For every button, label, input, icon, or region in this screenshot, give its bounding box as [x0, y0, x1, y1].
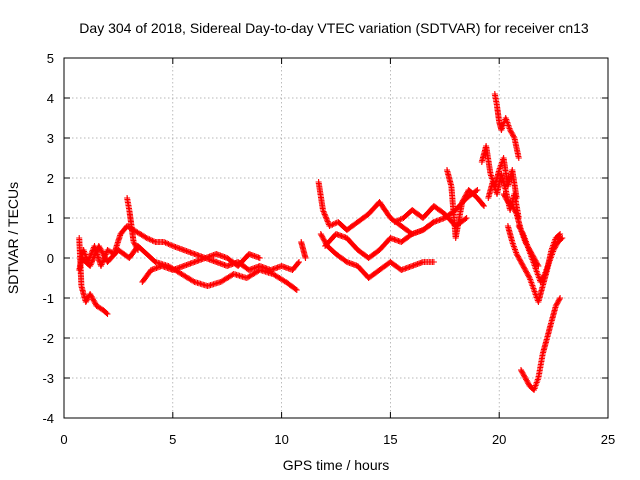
marker-trail — [124, 195, 141, 253]
y-tick-label: 1 — [47, 211, 54, 226]
y-tick-label: -4 — [42, 411, 54, 426]
marker-trail — [515, 223, 566, 285]
series-trace-h — [317, 231, 437, 281]
x-tick-label: 0 — [60, 432, 67, 447]
y-tick-label: -3 — [42, 371, 54, 386]
y-tick-label: -1 — [42, 291, 54, 306]
marker-trail — [317, 231, 437, 281]
marker-trail — [298, 239, 309, 261]
y-axis-label: SDTVAR / TECUs — [5, 182, 21, 294]
y-tick-label: -2 — [42, 331, 54, 346]
series-trace-n — [491, 91, 522, 161]
series-trace-e — [124, 195, 141, 253]
marker-trail — [76, 235, 111, 317]
y-tick-label: 5 — [47, 51, 54, 66]
chart-title: Day 304 of 2018, Sidereal Day-to-day VTE… — [79, 20, 589, 36]
series-trace-q — [515, 223, 566, 285]
series-trace-k — [444, 167, 487, 241]
y-tick-label: 3 — [47, 131, 54, 146]
series-trace-f — [298, 239, 309, 261]
series-trace-d — [139, 251, 263, 285]
axis-ticks — [63, 57, 609, 419]
marker-trail — [444, 167, 487, 241]
y-tick-labels: -4 -3 -2 -1 0 1 2 3 4 5 — [42, 51, 54, 426]
x-axis-label: GPS time / hours — [283, 457, 390, 473]
y-tick-label: 0 — [47, 251, 54, 266]
series-trace-g — [315, 179, 437, 237]
series-trace-b — [76, 235, 111, 317]
series-trace-r — [518, 295, 564, 393]
marker-trail — [315, 179, 437, 237]
x-tick-label: 25 — [601, 432, 615, 447]
x-tick-labels: 0 5 10 15 20 25 — [60, 432, 615, 447]
marker-trail — [139, 251, 263, 285]
plot-frame — [63, 57, 609, 419]
data-series — [76, 91, 566, 393]
y-tick-label: 4 — [47, 91, 54, 106]
marker-trail — [491, 91, 522, 161]
marker-trail — [485, 171, 522, 221]
x-tick-label: 20 — [492, 432, 506, 447]
marker-trail — [518, 295, 564, 393]
x-tick-label: 5 — [169, 432, 176, 447]
x-tick-label: 10 — [274, 432, 288, 447]
x-tick-label: 15 — [383, 432, 397, 447]
y-tick-label: 2 — [47, 171, 54, 186]
series-trace-m — [485, 171, 522, 221]
